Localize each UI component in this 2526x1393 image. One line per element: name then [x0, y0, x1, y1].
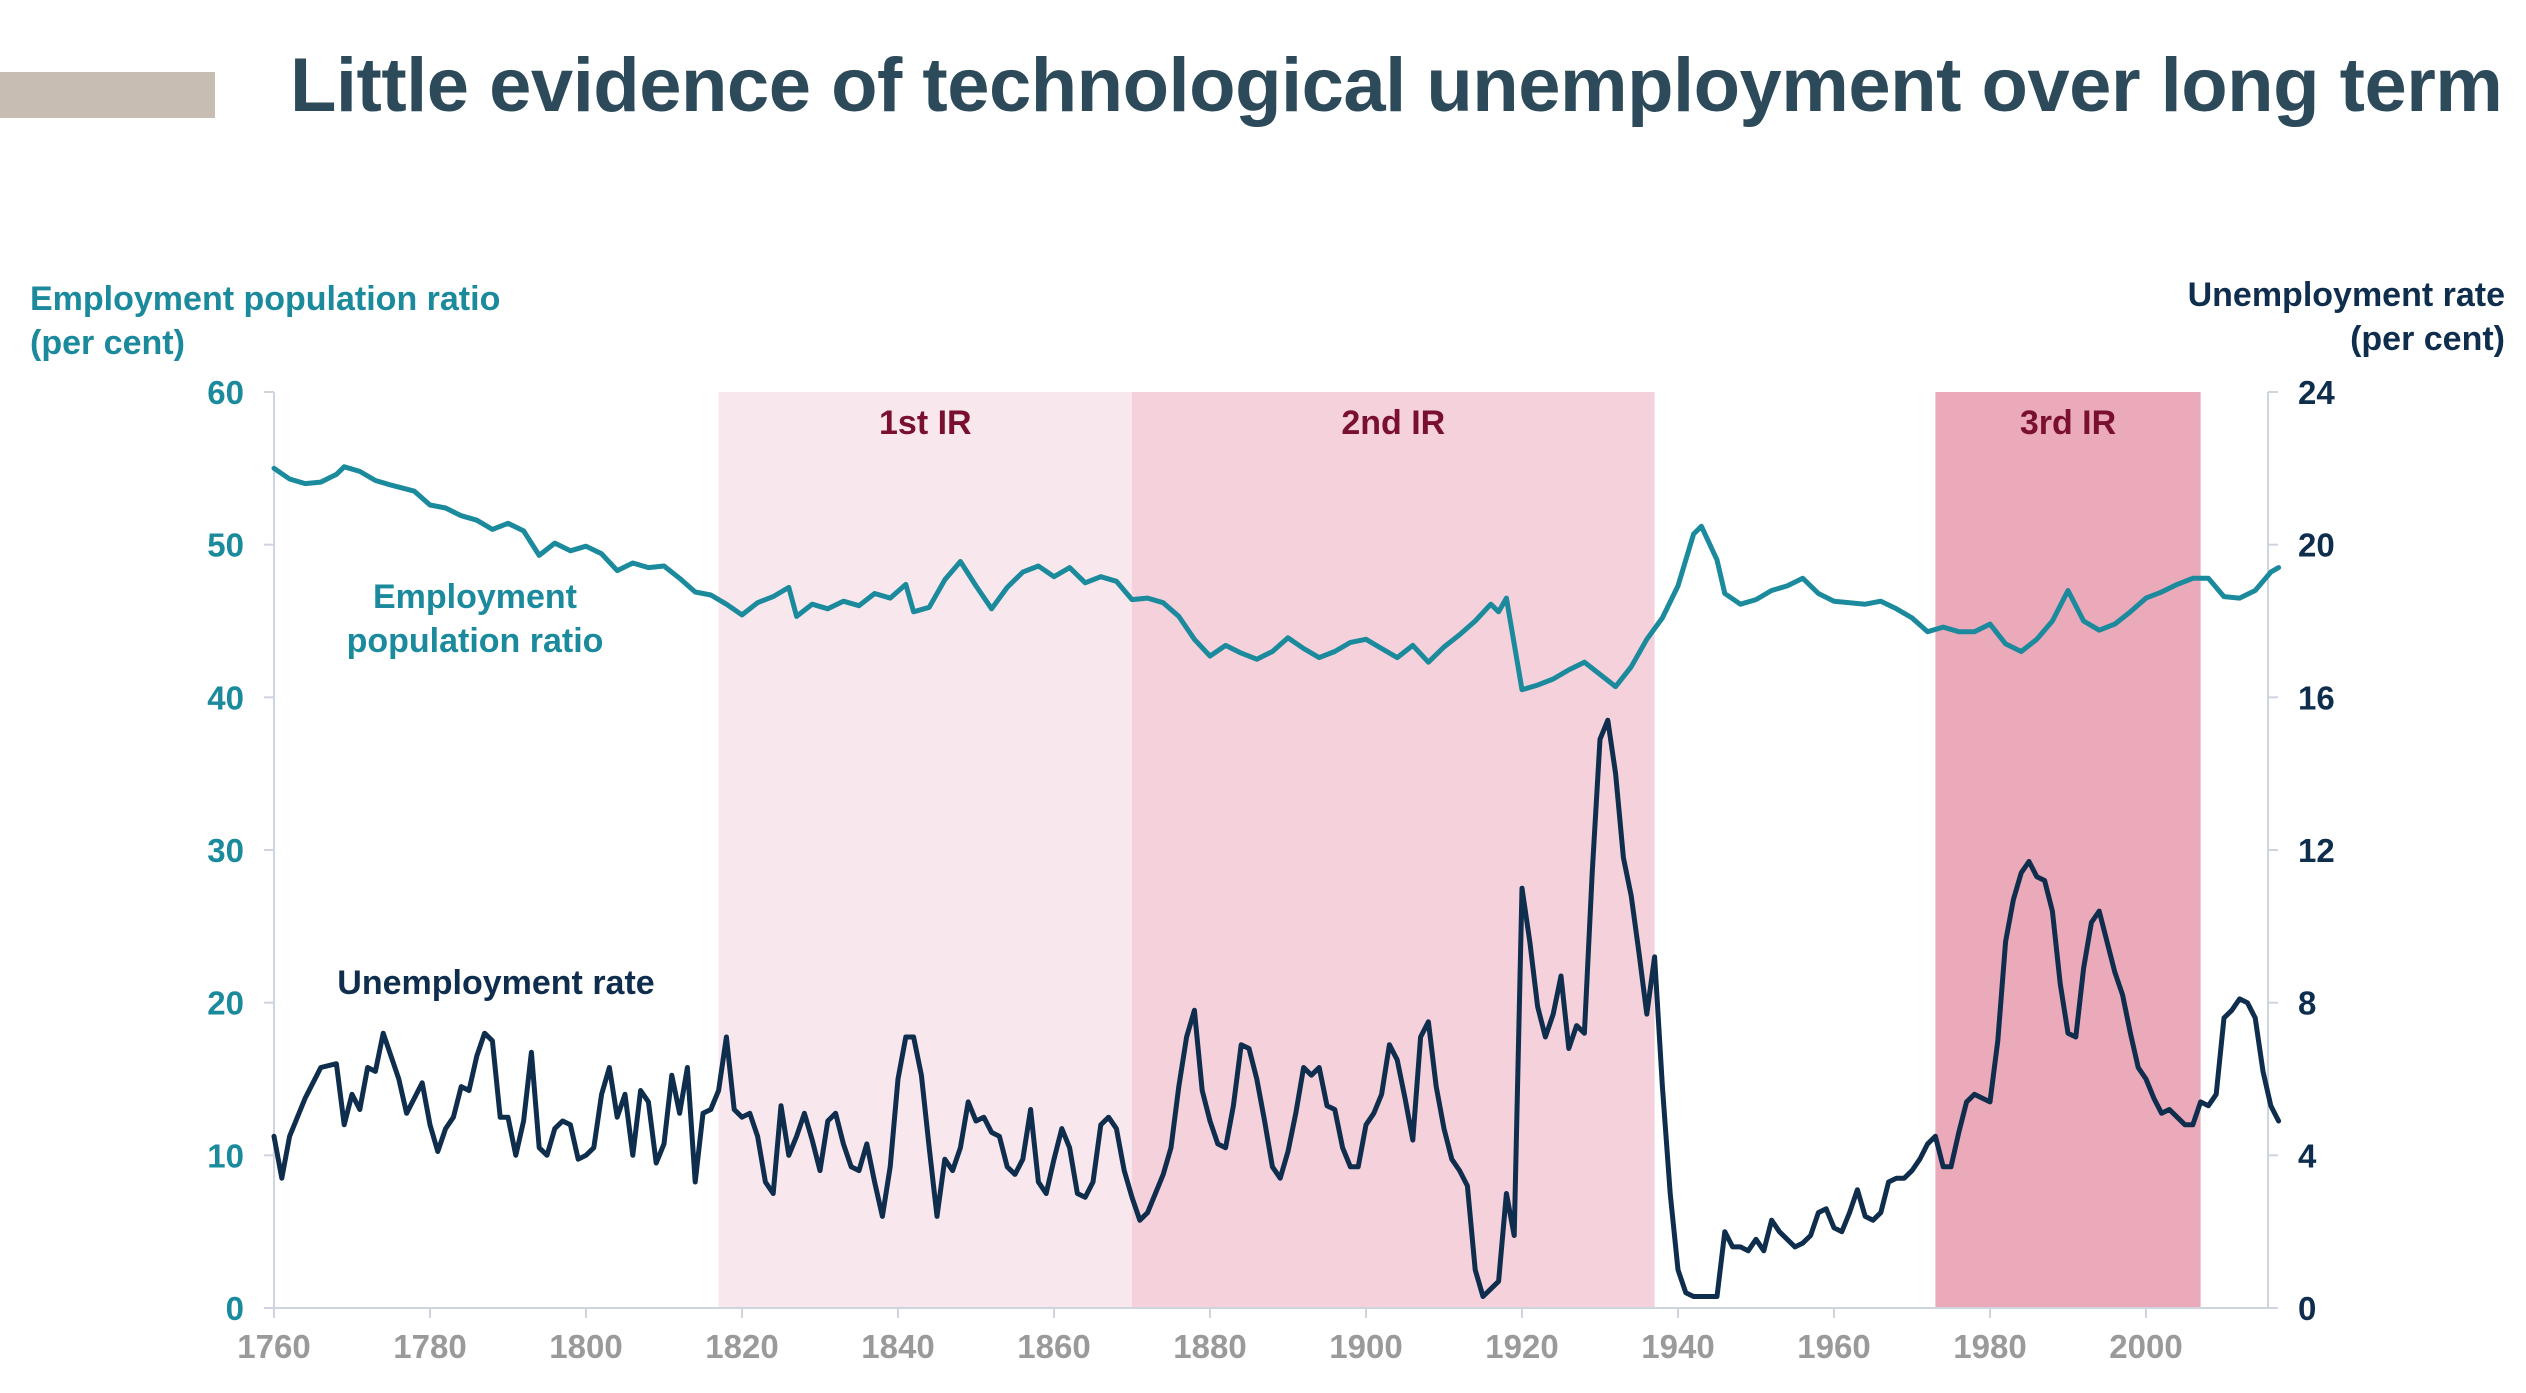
x-tick-label: 1760	[237, 1328, 310, 1365]
x-tick-label: 1840	[861, 1328, 934, 1365]
x-tick-label: 1920	[1485, 1328, 1558, 1365]
left-axis-unit: (per cent)	[30, 324, 185, 362]
shaded-period-3	[1935, 392, 2201, 1308]
period-label-3: 3rd IR	[2020, 404, 2116, 442]
series-lines	[271, 464, 2282, 1299]
left-tick-label: 60	[207, 374, 244, 411]
shaded-period-1	[718, 392, 1132, 1308]
x-tick-label: 2000	[2109, 1328, 2182, 1365]
x-tick-label: 1900	[1329, 1328, 1402, 1365]
unemployment-series-label: Unemployment rate	[337, 964, 654, 1002]
right-tick-label: 16	[2298, 679, 2335, 716]
title-accent-bar	[0, 72, 215, 118]
shaded-period-2	[1132, 392, 1655, 1308]
right-axis-unit: (per cent)	[2350, 320, 2505, 358]
right-tick-label: 4	[2298, 1137, 2317, 1174]
employment-series-label-1: Employment	[373, 578, 577, 616]
x-tick-label: 1780	[393, 1328, 466, 1365]
left-tick-label: 50	[207, 527, 244, 564]
shaded-periods	[718, 392, 2201, 1308]
period-label-2: 2nd IR	[1341, 404, 1445, 442]
right-tick-label: 12	[2298, 832, 2335, 869]
x-tick-label: 1820	[705, 1328, 778, 1365]
x-tick-label: 1800	[549, 1328, 622, 1365]
x-tick-label: 1860	[1017, 1328, 1090, 1365]
left-tick-label: 30	[207, 832, 244, 869]
right-tick-label: 20	[2298, 527, 2335, 564]
left-tick-label: 40	[207, 679, 244, 716]
right-axis-title: Unemployment rate	[2188, 276, 2505, 314]
left-tick-label: 0	[226, 1290, 244, 1327]
chart-labels: 1st IR 2nd IR 3rd IR Employment population …	[30, 276, 2505, 1002]
period-label-1: 1st IR	[879, 404, 972, 442]
left-tick-label: 10	[207, 1137, 244, 1174]
x-tick-label: 1980	[1953, 1328, 2026, 1365]
page-title: Little evidence of technological unemplo…	[290, 43, 2503, 128]
employment-ratio-line	[271, 464, 2282, 693]
right-tick-label: 0	[2298, 1290, 2316, 1327]
right-tick-label: 24	[2298, 374, 2335, 411]
x-tick-label: 1880	[1173, 1328, 1246, 1365]
unemployment-rate-line	[271, 717, 2282, 1299]
right-tick-label: 8	[2298, 985, 2316, 1022]
employment-series-label-2: population ratio	[347, 622, 604, 660]
x-tick-label: 1940	[1641, 1328, 1714, 1365]
x-tick-label: 1960	[1797, 1328, 1870, 1365]
axes	[264, 391, 2278, 1318]
left-axis-title: Employment population ratio	[30, 280, 500, 318]
left-tick-label: 20	[207, 985, 244, 1022]
tick-labels: 0 10 20 30 40 50 60 0 4 8 12 16 20 24 1760 1780 1800 1820…	[207, 374, 2335, 1365]
